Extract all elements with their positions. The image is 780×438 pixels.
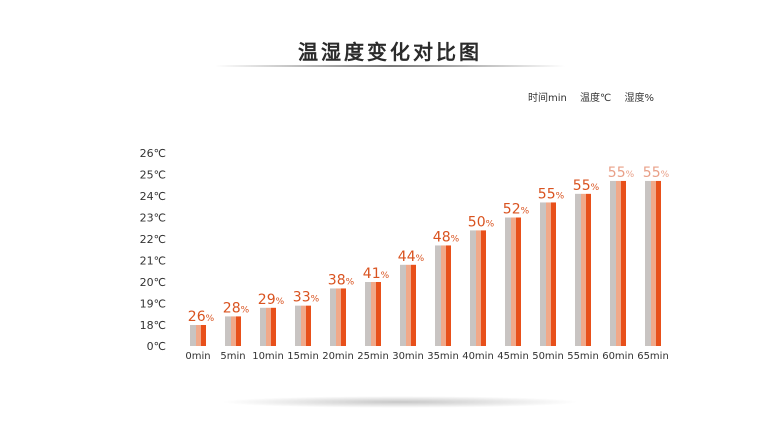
y-tick-label: 25℃ [140, 169, 166, 182]
floor-shadow [220, 396, 580, 408]
bar-temperature [621, 180, 626, 346]
data-label: 55% [643, 165, 670, 181]
bar-temperature [271, 307, 276, 346]
data-label: 28% [223, 300, 250, 316]
legend: 时间min 温度℃ 湿度% [528, 89, 664, 104]
bar-gray-segment [610, 180, 616, 346]
data-label: 44% [398, 249, 425, 265]
x-tick-label: 25min [357, 351, 389, 362]
x-tick-label: 15min [287, 351, 319, 362]
bar-gray-segment [505, 217, 511, 346]
bar-light-segment [196, 325, 201, 346]
x-tick-label: 35min [427, 351, 459, 362]
bar-temperature [341, 288, 346, 346]
bar-temperature [446, 245, 451, 346]
bar-light-segment [476, 230, 481, 346]
legend-temperature: 温度℃ [580, 93, 612, 104]
y-tick-label: 26℃ [140, 147, 166, 160]
bar-gray-segment [225, 316, 231, 346]
legend-time: 时间min [528, 93, 567, 104]
y-tick-label: 19℃ [140, 298, 166, 311]
x-tick-label: 10min [252, 351, 284, 362]
bar-temperature [481, 230, 486, 346]
bar-gray-segment [645, 180, 651, 346]
title-underline [215, 65, 565, 67]
data-label: 52% [503, 202, 530, 218]
y-tick-label: 21℃ [140, 255, 166, 268]
data-label: 38% [328, 272, 355, 288]
bar-temperature [236, 316, 241, 346]
x-tick-label: 0min [185, 351, 210, 362]
chart-title: 温湿度变化对比图 [298, 40, 482, 64]
bar-light-segment [266, 307, 271, 346]
bar-gray-segment [190, 325, 196, 346]
bar-temperature [516, 217, 521, 346]
bar-light-segment [651, 180, 656, 346]
x-tick-label: 5min [220, 351, 245, 362]
x-tick-label: 40min [462, 351, 494, 362]
data-label: 55% [608, 165, 635, 181]
bar-gray-segment [400, 264, 406, 346]
y-tick-label: 18℃ [140, 319, 166, 332]
x-tick-label: 50min [532, 351, 564, 362]
bar-light-segment [441, 245, 446, 346]
legend-humidity: 湿度% [624, 93, 654, 104]
y-tick-label: 22℃ [140, 233, 166, 246]
data-label: 48% [433, 229, 460, 245]
data-label: 29% [258, 292, 285, 308]
bar-light-segment [231, 316, 236, 346]
bar-gray-segment [470, 230, 476, 346]
x-tick-label: 55min [567, 351, 599, 362]
x-tick-label: 60min [602, 351, 634, 362]
bar-temperature [656, 180, 661, 346]
data-label: 50% [468, 214, 495, 230]
bar-light-segment [406, 264, 411, 346]
bar-light-segment [511, 217, 516, 346]
bar-light-segment [616, 180, 621, 346]
bar-light-segment [371, 282, 376, 346]
bar-light-segment [546, 202, 551, 346]
x-tick-label: 30min [392, 351, 424, 362]
data-label: 41% [363, 266, 390, 282]
data-label: 55% [573, 178, 600, 194]
x-tick-label: 45min [497, 351, 529, 362]
bar-temperature [201, 325, 206, 346]
y-tick-label: 0℃ [147, 340, 166, 353]
bar-gray-segment [260, 307, 266, 346]
y-tick-label: 20℃ [140, 276, 166, 289]
data-label: 33% [293, 290, 320, 306]
bar-gray-segment [330, 288, 336, 346]
y-tick-label: 23℃ [140, 212, 166, 225]
x-tick-label: 20min [322, 351, 354, 362]
x-tick-label: 65min [637, 351, 669, 362]
data-label: 55% [538, 186, 565, 202]
bar-light-segment [301, 305, 306, 346]
bar-gray-segment [295, 305, 301, 346]
y-tick-label: 24℃ [140, 190, 166, 203]
bar-temperature [551, 202, 556, 346]
bar-temperature [376, 282, 381, 346]
bar-light-segment [581, 193, 586, 346]
bar-gray-segment [365, 282, 371, 346]
bar-temperature [411, 264, 416, 346]
data-label: 26% [188, 309, 215, 325]
bar-gray-segment [540, 202, 546, 346]
bar-temperature [306, 305, 311, 346]
bar-light-segment [336, 288, 341, 346]
bar-temperature [586, 193, 591, 346]
bar-gray-segment [575, 193, 581, 346]
bar-gray-segment [435, 245, 441, 346]
